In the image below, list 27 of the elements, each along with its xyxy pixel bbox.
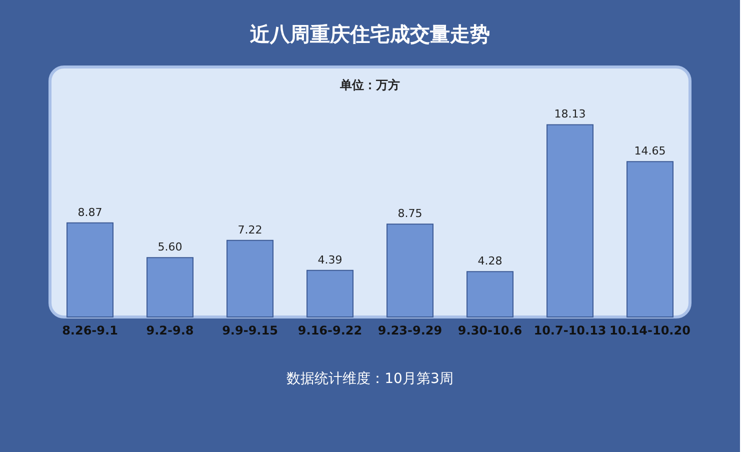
x-tick-label: 9.16-9.22	[298, 324, 362, 338]
bar	[226, 240, 274, 318]
x-tick-label: 9.2-9.8	[146, 324, 194, 338]
x-tick-label: 10.7-10.13	[534, 324, 606, 338]
data-label: 4.28	[478, 254, 502, 268]
bar	[466, 271, 514, 318]
text: 数据统计维度：10月第3周	[286, 371, 454, 387]
bar	[386, 224, 434, 318]
bar	[306, 270, 354, 318]
data-label: 4.39	[318, 253, 342, 266]
data-label: 7.22	[238, 223, 262, 236]
x-tick-label: 9.30-10.6	[458, 324, 522, 338]
bar	[146, 257, 194, 318]
bar	[626, 161, 674, 318]
chart-subtitle: 单位：万方	[339, 78, 400, 92]
x-tick-label: 10.14-10.20	[610, 324, 690, 338]
data-label: 18.13	[554, 108, 586, 121]
data-label: 14.65	[634, 144, 666, 158]
bar	[66, 222, 114, 318]
chart-title: 近八周重庆住宅成交量走势	[249, 22, 490, 46]
x-tick-label: 9.9-9.15	[222, 324, 278, 338]
data-label: 8.75	[398, 207, 422, 220]
x-tick-label: 9.23-9.29	[378, 324, 442, 338]
bar	[546, 124, 594, 318]
data-label: 5.60	[158, 240, 182, 254]
x-tick-label: 8.26-9.1	[62, 324, 118, 338]
data-label: 8.87	[78, 206, 102, 219]
